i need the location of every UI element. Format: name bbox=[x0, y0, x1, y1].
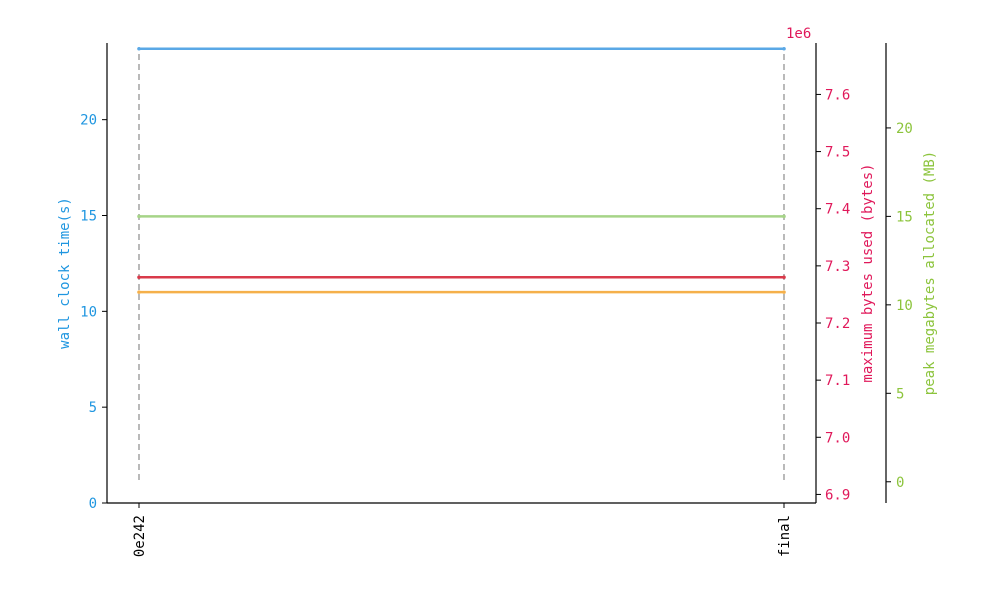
right-tick-label: 7.5 bbox=[825, 145, 850, 161]
series-point bbox=[137, 275, 141, 280]
right-tick-label: 6.9 bbox=[825, 487, 850, 503]
right-axis-offset-label: 1e6 bbox=[786, 26, 811, 42]
right-tick-label: 7.4 bbox=[825, 202, 850, 218]
x-tick-label: final bbox=[777, 515, 793, 557]
series-point bbox=[782, 46, 786, 51]
connector-lines bbox=[138, 48, 785, 480]
right-tick-label: 7.3 bbox=[825, 259, 850, 275]
right2-tick-label: 15 bbox=[896, 209, 913, 225]
right-tick-label: 7.0 bbox=[825, 430, 850, 446]
series-point bbox=[137, 46, 141, 51]
right2-tick-label: 5 bbox=[896, 386, 904, 402]
right2-tick-label: 20 bbox=[896, 121, 913, 137]
left-axis-label: wall clock time(s) bbox=[57, 197, 73, 349]
x-tick-label: 0e242 bbox=[132, 515, 148, 557]
left-tick-label: 10 bbox=[80, 304, 97, 320]
right-axis-label: maximum bytes used (bytes) bbox=[860, 163, 876, 382]
series-point bbox=[782, 290, 786, 294]
series-point bbox=[782, 275, 786, 280]
series-point bbox=[137, 290, 141, 294]
right2-axis-label: peak megabytes allocated (MB) bbox=[922, 151, 938, 395]
series-lines bbox=[137, 46, 786, 294]
right2-tick-label: 10 bbox=[896, 298, 913, 314]
right-tick-label: 7.6 bbox=[825, 87, 850, 103]
right-tick-label: 7.1 bbox=[825, 373, 850, 389]
series-point bbox=[782, 214, 786, 219]
left-tick-label: 15 bbox=[80, 209, 97, 225]
right2-tick-label: 0 bbox=[896, 475, 904, 491]
left-tick-label: 20 bbox=[80, 113, 97, 129]
left-tick-label: 0 bbox=[89, 496, 97, 512]
axes: 0 5 10 15 20 wall clock time(s) 6.9 7.0 7.1 7.2 7.… bbox=[57, 26, 938, 557]
left-tick-label: 5 bbox=[89, 400, 97, 416]
right-tick-label: 7.2 bbox=[825, 316, 850, 332]
series-point bbox=[137, 214, 141, 219]
